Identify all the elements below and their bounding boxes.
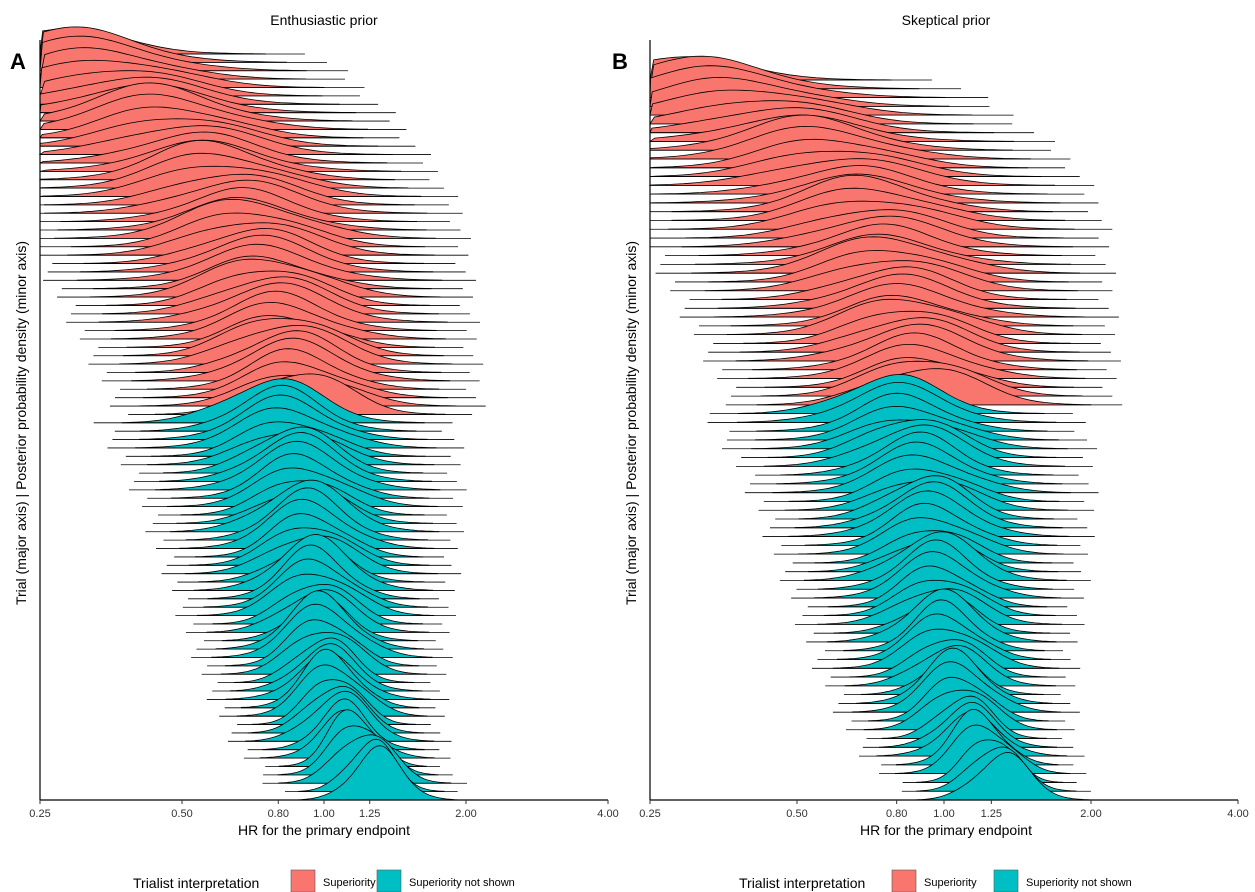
panel-a-trial-density-90 [298, 745, 458, 801]
panel-a-x-tick-label-4: 1.25 [359, 808, 380, 820]
panel-a-label: A [10, 49, 26, 74]
panel-a-x-tick-label-6: 4.00 [597, 808, 618, 820]
panel-a-x-tick-label-2: 0.80 [268, 808, 289, 820]
panel-b-title: Skeptical prior [902, 12, 991, 28]
panel-b-trial-density-83 [916, 752, 1090, 801]
panel-b-x-tick-label-0: 0.25 [639, 808, 660, 820]
legend-a-swatch-superiority [290, 869, 316, 892]
legend-a-title: Trialist interpretation [133, 875, 259, 891]
panel-b-legend: Trialist interpretation Superiority Supe… [739, 869, 1132, 892]
legend-b-label-superiority: Superiority [924, 877, 977, 889]
panel-b: Skeptical prior B 0.25 0.50 0.80 1.00 1.25 2.… [612, 12, 1249, 838]
legend-a-label-superiority: Superiority [323, 877, 376, 889]
panel-a-x-tick-label-1: 0.50 [171, 808, 192, 820]
panel-b-plot-area: 0.25 0.50 0.80 1.00 1.25 2.00 4.00 [639, 40, 1249, 820]
legend-a-swatch-not-shown [376, 869, 402, 892]
legend-a-label-not-shown: Superiority not shown [409, 877, 515, 889]
panel-a-title: Enthusiastic prior [270, 12, 378, 28]
legend-b-label-not-shown: Superiority not shown [1026, 877, 1132, 889]
panel-a-plot-area: 0.25 0.50 0.80 1.00 1.25 2.00 4.00 [29, 26, 619, 820]
panel-b-x-tick-label-1: 0.50 [786, 808, 807, 820]
panel-a-legend: Trialist interpretation Superiority Supe… [133, 869, 515, 892]
legend-b-title: Trialist interpretation [739, 875, 865, 891]
panel-b-x-tick-label-2: 0.80 [886, 808, 907, 820]
panel-b-x-tick-label-5: 2.00 [1080, 808, 1101, 820]
panel-b-x-tick-label-4: 1.25 [981, 808, 1002, 820]
panel-a: Enthusiastic prior A 0.25 0.50 0.80 1.00 1.2… [10, 12, 619, 838]
panel-b-x-tick-label-3: 1.00 [933, 808, 954, 820]
panel-a-x-tick-label-3: 1.00 [313, 808, 334, 820]
panel-b-y-axis-label: Trial (major axis) | Posterior probabili… [623, 241, 639, 605]
panel-a-x-tick-label-0: 0.25 [29, 808, 50, 820]
panel-b-label: B [612, 49, 628, 74]
panel-b-x-axis-label: HR for the primary endpoint [860, 822, 1032, 838]
legend-b-swatch-superiority [891, 869, 917, 892]
legend-b-swatch-not-shown [993, 869, 1019, 892]
panel-a-y-axis-label: Trial (major axis) | Posterior probabili… [13, 241, 29, 605]
panel-a-x-axis-label: HR for the primary endpoint [238, 822, 410, 838]
panel-b-x-tick-label-6: 4.00 [1227, 808, 1248, 820]
panel-a-x-tick-label-5: 2.00 [455, 808, 476, 820]
